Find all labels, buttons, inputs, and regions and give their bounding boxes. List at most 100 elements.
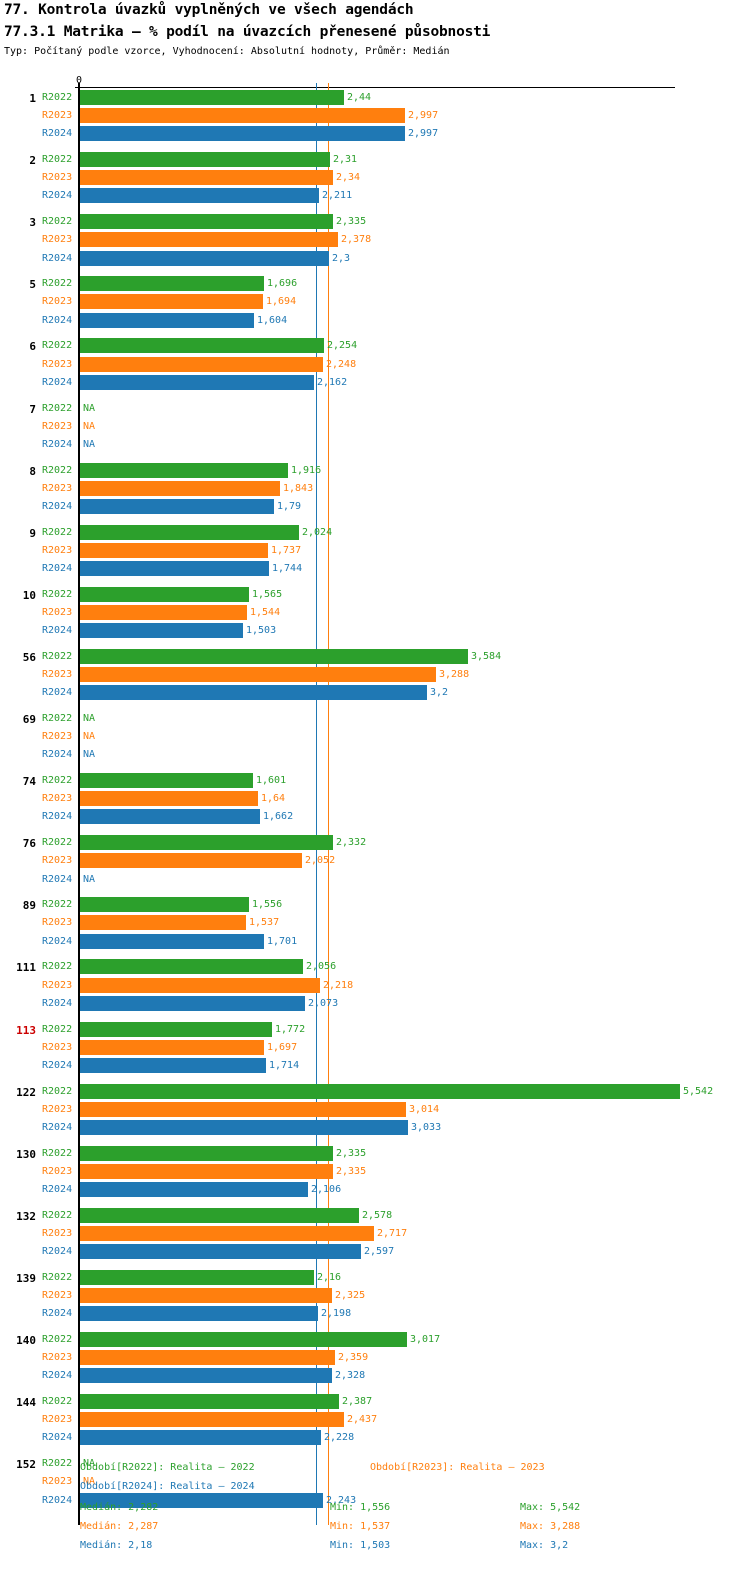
bar-value-label: 2,378 [341,234,372,246]
bar-value-label: 2,359 [338,1352,369,1364]
bar-value-label: 2,248 [326,358,357,370]
group-label: 139 [16,1271,36,1285]
bar-row: R2023 NA [0,728,750,745]
bar-value-label: 3,288 [439,669,470,681]
bar-row: R2022 2,44 [0,89,750,106]
bar-value-label: 1,544 [250,606,281,618]
bar-row: R2024 2,228 [0,1429,750,1446]
series-label-r2022: R2022 [42,1458,73,1470]
bar-value-label: 2,024 [302,526,333,538]
series-label-r2022: R2022 [42,340,73,352]
series-label-r2024: R2024 [42,625,73,637]
bar-row: R2024 2,3 [0,250,750,267]
series-label-r2022: R2022 [42,775,73,787]
series-label-r2024: R2024 [42,1059,73,1071]
bar-value-label: 5,542 [683,1085,714,1097]
bar-row: R2023 1,737 [0,542,750,559]
series-label-r2023: R2023 [42,482,73,494]
bar-value-label: 2,34 [336,172,361,184]
series-label-r2022: R2022 [42,278,73,290]
bar [80,1368,332,1384]
legend-series-r2022: Období[R2022]: Realita – 2022 [80,1462,255,1473]
bar [80,897,249,913]
bar-value-label: 1,843 [283,482,314,494]
bar-value-na: NA [83,1476,96,1488]
series-label-r2024: R2024 [42,1494,73,1506]
group-label: 144 [16,1396,36,1410]
series-label-r2024: R2024 [42,190,73,202]
bar-row: R2022 2,335 [0,1145,750,1162]
bar [80,1350,335,1366]
bar-group: 74 R2022 1,601 R2023 1,64 R2024 1,662 [0,772,750,827]
bar-row: R2024 3,2 [0,684,750,701]
bar-value-label: 1,772 [275,1023,306,1035]
bar-value-label: 1,694 [266,296,297,308]
bar-row: R2024 NA [0,436,750,453]
bar [80,312,254,328]
group-label: 122 [16,1085,36,1099]
group-label: 6 [29,340,36,354]
series-label-r2023: R2023 [42,544,73,556]
bar-row: R2023 2,359 [0,1349,750,1366]
series-label-r2022: R2022 [42,1334,73,1345]
bar-row: R2022 NA [0,400,750,417]
bar [80,126,405,142]
min-stat-r2023: Min: 1,537 [330,1521,391,1532]
bar-value-label: 2,056 [306,961,337,973]
bar [80,1332,407,1347]
bar-value-label: 2,198 [321,1308,352,1320]
bar [80,170,333,186]
group-label: 2 [29,154,36,168]
bar-row: R2023 2,717 [0,1225,750,1242]
bar-row: R2023 3,014 [0,1101,750,1118]
bar-value-label: 2,218 [323,979,354,991]
bar-value-label: 2,597 [364,1246,395,1258]
group-label: 56 [22,650,36,664]
bar-chart-plot-area: 0 1 R2022 2,44 R2023 2,997 R2024 2,997 2 R2022 2,3… [0,75,750,1526]
bar-row: R2023 2,34 [0,169,750,186]
bar-value-label: 2,335 [336,1147,367,1159]
bar [80,1145,333,1161]
bar-group: 144 R2022 2,387 R2023 2,437 R2024 2,228 [0,1393,750,1448]
min-stat-r2024: Min: 1,503 [330,1540,391,1551]
bar-row: R2022 3,584 [0,648,750,665]
bar-row: R2023 2,378 [0,231,750,248]
bar-row: R2022 2,16 [0,1269,750,1286]
bar [80,462,288,478]
bar-row: R2024 1,662 [0,808,750,825]
bar [80,498,274,514]
bar [80,108,405,124]
bar-value-na: NA [83,713,96,724]
series-label-r2022: R2022 [42,1271,73,1283]
bar-group: 76 R2022 2,332 R2023 2,052 R2024 NA [0,834,750,889]
bar-value-label: 1,503 [246,625,277,637]
bar [80,667,436,683]
median-stat-r2022: Medián: 2,282 [80,1502,159,1513]
group-label: 111 [16,961,36,975]
series-label-r2023: R2023 [42,110,73,122]
bar [80,374,314,390]
bar-row: R2023 NA [0,418,750,435]
group-label: 132 [16,1209,36,1223]
bar-group: 113 R2022 1,772 R2023 1,697 R2024 1,714 [0,1021,750,1076]
series-label-r2022: R2022 [42,1396,73,1408]
bar [80,1207,359,1223]
series-label-r2023: R2023 [42,1290,73,1302]
group-label: 8 [29,464,36,478]
bar-row: R2024 1,701 [0,933,750,950]
bar-row: R2022 5,542 [0,1083,750,1100]
bar-value-label: 1,565 [252,588,283,600]
bar-row: R2022 3,017 [0,1331,750,1348]
bar-value-label: 2,335 [336,216,367,228]
bar [80,356,323,372]
bar-group: 139 R2022 2,16 R2023 2,325 R2024 2,198 [0,1269,750,1324]
bar [80,773,253,789]
series-label-r2024: R2024 [42,873,73,885]
median-reference-line-r2023 [328,83,329,1526]
bar-value-na: NA [83,438,96,450]
bar [80,250,329,266]
bar [80,1083,680,1099]
bar-value-na: NA [83,731,96,743]
bar-value-label: 1,737 [271,544,302,556]
bar [80,1288,332,1304]
